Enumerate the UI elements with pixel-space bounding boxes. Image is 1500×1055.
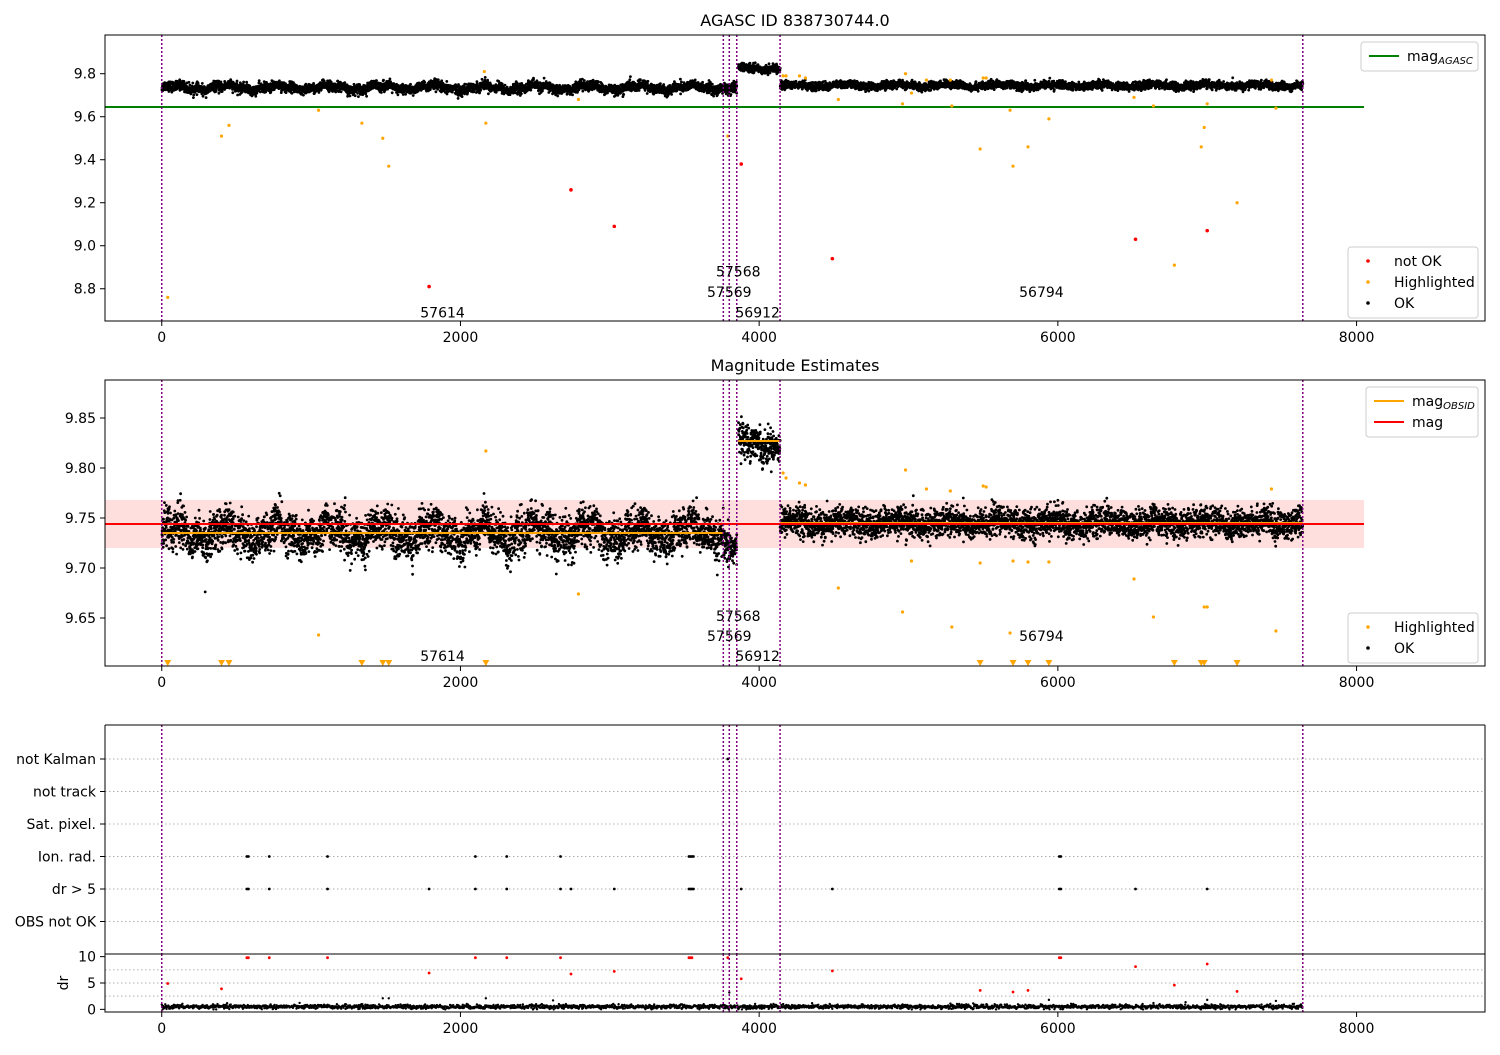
ok-point xyxy=(679,78,682,81)
ok-point xyxy=(312,82,315,85)
ok-point xyxy=(812,81,815,84)
ok-point xyxy=(245,81,248,84)
ok-point xyxy=(236,80,239,83)
ok-point xyxy=(461,95,464,98)
ok-point xyxy=(541,90,544,93)
ok-point xyxy=(659,82,662,85)
ok-point xyxy=(481,78,484,81)
ok-point xyxy=(346,95,349,98)
ok-point xyxy=(520,92,523,95)
ok-point xyxy=(694,79,697,82)
ok-point xyxy=(375,79,378,82)
ok-point xyxy=(556,95,559,98)
ok-point xyxy=(516,82,519,85)
ok-point xyxy=(679,93,682,96)
ok-point xyxy=(571,93,574,96)
ok-point xyxy=(768,62,771,65)
ok-point xyxy=(579,81,582,84)
ok-point xyxy=(391,91,394,94)
ok-point xyxy=(201,82,204,85)
ok-point xyxy=(529,89,532,92)
ok-point xyxy=(254,95,257,98)
ok-point xyxy=(769,72,772,75)
ok-point xyxy=(597,81,600,84)
ok-point xyxy=(242,81,245,84)
ok-point xyxy=(436,88,439,91)
ok-point xyxy=(504,84,507,87)
ok-point xyxy=(815,89,818,92)
ok-point xyxy=(622,93,625,96)
ok-point xyxy=(197,82,200,85)
ok-point xyxy=(754,61,757,64)
ok-point xyxy=(680,81,683,84)
ok-point xyxy=(712,95,715,98)
ok-point xyxy=(749,62,752,65)
ok-point xyxy=(389,78,392,81)
ok-point xyxy=(486,79,489,82)
ok-point xyxy=(188,81,191,84)
ok-point xyxy=(435,90,438,93)
ok-point xyxy=(543,77,546,80)
ok-point xyxy=(412,94,415,97)
ok-point xyxy=(583,79,586,82)
ok-point xyxy=(478,91,481,94)
ok-point xyxy=(457,97,460,100)
ok-point xyxy=(354,94,357,97)
ok-point xyxy=(231,91,234,94)
ok-point xyxy=(495,91,498,94)
ok-point xyxy=(479,89,482,92)
ok-point xyxy=(795,80,798,83)
ok-point xyxy=(191,82,194,85)
ok-point xyxy=(446,93,449,96)
ok-point xyxy=(364,92,367,95)
ok-point xyxy=(196,93,199,96)
ok-point xyxy=(423,81,426,84)
ok-point xyxy=(662,83,665,86)
ok-point xyxy=(248,85,251,88)
ok-point xyxy=(440,79,443,82)
ok-point xyxy=(380,91,383,94)
ok-point xyxy=(532,78,535,81)
ok-point xyxy=(258,79,261,82)
ok-point xyxy=(404,93,407,96)
ok-point xyxy=(701,81,704,84)
ok-point xyxy=(670,93,673,96)
ok-point xyxy=(484,76,487,79)
ok-point xyxy=(340,90,343,93)
ok-point xyxy=(218,92,221,95)
ok-point xyxy=(357,95,360,98)
ok-point xyxy=(445,80,448,83)
ok-point xyxy=(711,83,714,86)
ok-point xyxy=(356,92,359,95)
ok-point xyxy=(628,78,631,81)
ok-point xyxy=(205,96,208,99)
ok-point xyxy=(302,94,305,97)
ok-point xyxy=(646,92,649,95)
ok-point xyxy=(644,89,647,92)
ok-point xyxy=(365,95,368,98)
ok-point xyxy=(732,80,735,83)
ok-point xyxy=(397,93,400,96)
ok-point xyxy=(343,81,346,84)
ok-point xyxy=(285,91,288,94)
ok-point xyxy=(192,94,195,97)
ok-point xyxy=(409,83,412,86)
ok-point xyxy=(349,95,352,98)
ok-point xyxy=(487,92,490,95)
ok-point xyxy=(192,96,195,99)
ok-point xyxy=(638,89,641,92)
ok-point xyxy=(629,75,632,78)
ok-point xyxy=(202,95,205,98)
ok-point xyxy=(647,80,650,83)
ok-point xyxy=(382,79,385,82)
ok-point xyxy=(639,78,642,81)
ok-point xyxy=(735,81,738,84)
ok-point xyxy=(402,93,405,96)
